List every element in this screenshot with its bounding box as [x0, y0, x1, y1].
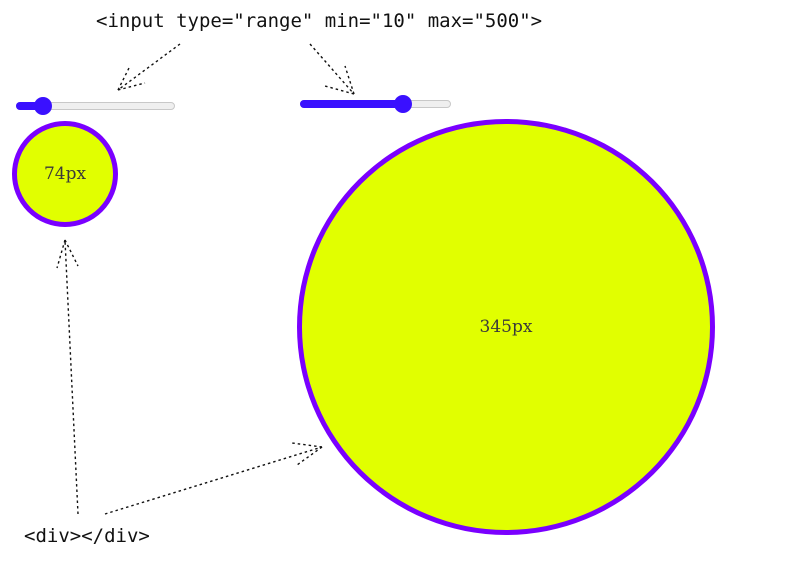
size-slider-large[interactable] [300, 94, 451, 114]
circle-size-label: 74px [43, 164, 87, 184]
dotted-arrow-to-circle-1 [56, 239, 79, 515]
slider-fill [300, 100, 403, 108]
circle-size-label: 345px [479, 317, 533, 337]
circle-div-large: 345px [297, 119, 715, 535]
input-range-code-label: <input type="range" min="10" max="500"> [96, 10, 543, 32]
slider-thumb[interactable] [393, 95, 412, 113]
circle-div-small: 74px [12, 121, 118, 227]
slider-thumb[interactable] [34, 97, 53, 115]
dotted-arrow-to-slider-2 [309, 43, 355, 95]
size-slider-small[interactable] [16, 96, 175, 116]
dotted-arrow-to-circle-2 [104, 442, 323, 515]
dotted-arrow-to-slider-1 [117, 43, 181, 91]
slider-fill [16, 102, 44, 110]
div-code-label: <div></div> [24, 525, 150, 547]
